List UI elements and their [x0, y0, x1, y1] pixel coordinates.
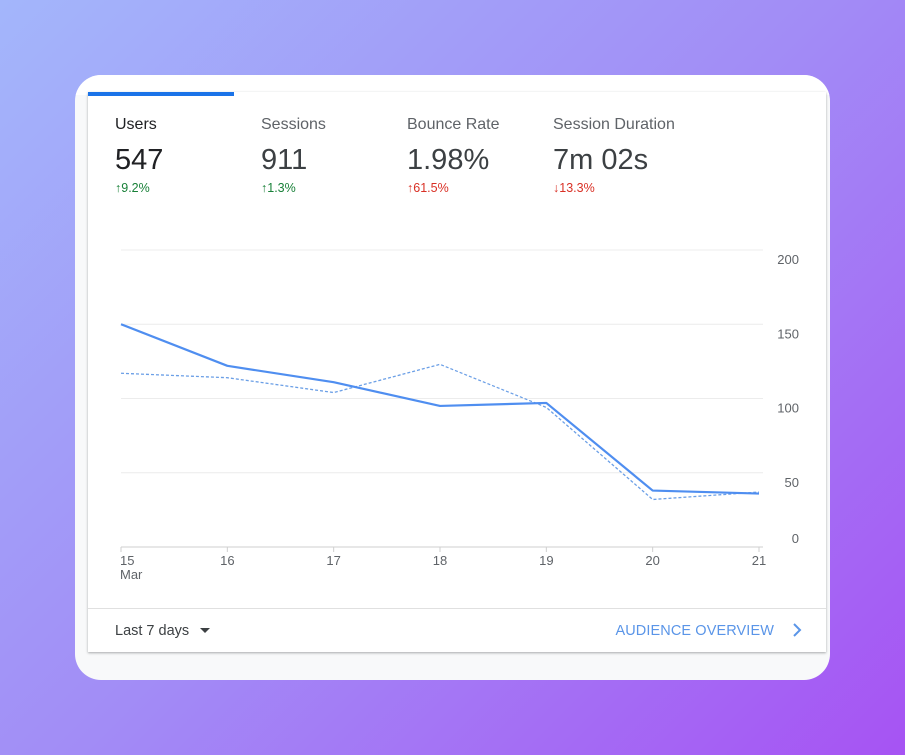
- divider: [88, 608, 826, 609]
- x-tick-label: 19: [539, 553, 553, 568]
- x-tick-label: 21: [752, 553, 766, 568]
- series-line: [120, 323, 760, 495]
- metric-change: ↑61.5%: [407, 181, 449, 195]
- link-label: AUDIENCE OVERVIEW: [615, 623, 774, 639]
- metric-value: 1.98%: [407, 144, 490, 176]
- y-tick-label: 50: [785, 475, 799, 490]
- metric-change: ↑9.2%: [115, 181, 150, 195]
- metric-label: Users: [115, 116, 157, 133]
- x-tick-label: 20: [645, 553, 659, 568]
- metric-value: 7m 02s: [553, 144, 649, 176]
- metric-label: Sessions: [261, 116, 326, 133]
- metric-tab[interactable]: Users 547 ↑9.2%: [88, 92, 234, 212]
- analytics-card: Users 547 ↑9.2% Sessions 911 ↑1.3% Bounce Rate…: [88, 92, 826, 652]
- metric-tab[interactable]: Session Duration 7m 02s ↓13.3%: [526, 92, 675, 212]
- audience-overview-link[interactable]: AUDIENCE OVERVIEW: [615, 623, 774, 639]
- chart: 0 50 100 150 200 15 16 17 18 19 20 21 Mar: [120, 249, 799, 582]
- metric-label: Bounce Rate: [407, 116, 500, 133]
- x-tick-label: 15: [120, 553, 134, 568]
- x-tick-label: 16: [220, 553, 234, 568]
- metric-value: 547: [115, 144, 164, 176]
- metric-change: ↓13.3%: [553, 181, 595, 195]
- x-tick-label: 17: [326, 553, 340, 568]
- metric-label: Session Duration: [553, 116, 675, 133]
- chevron-icon[interactable]: [790, 622, 804, 638]
- y-tick-label: 150: [777, 326, 799, 341]
- metric-tab[interactable]: Bounce Rate 1.98% ↑61.5%: [380, 92, 526, 212]
- x-tick-label: 18: [433, 553, 447, 568]
- date-range-label: Last 7 days: [115, 623, 190, 639]
- date-range-dropdown[interactable]: Last 7 days: [115, 623, 211, 639]
- dropdown-caret: [200, 628, 211, 633]
- metric-value: 911: [261, 144, 308, 176]
- y-tick-label: 100: [777, 401, 799, 416]
- x-tick-sublabel: Mar: [120, 567, 143, 582]
- y-tick-label: 0: [792, 531, 799, 546]
- selected-indicator: [88, 92, 234, 96]
- y-tick-label: 200: [777, 252, 799, 267]
- metric-change: ↑1.3%: [261, 181, 296, 195]
- outer-card-top: [75, 75, 830, 95]
- series-line: [120, 363, 760, 501]
- outer-card: Users 547 ↑9.2% Sessions 911 ↑1.3% Bounce Rate…: [75, 75, 830, 680]
- metric-tab[interactable]: Sessions 911 ↑1.3%: [234, 92, 380, 212]
